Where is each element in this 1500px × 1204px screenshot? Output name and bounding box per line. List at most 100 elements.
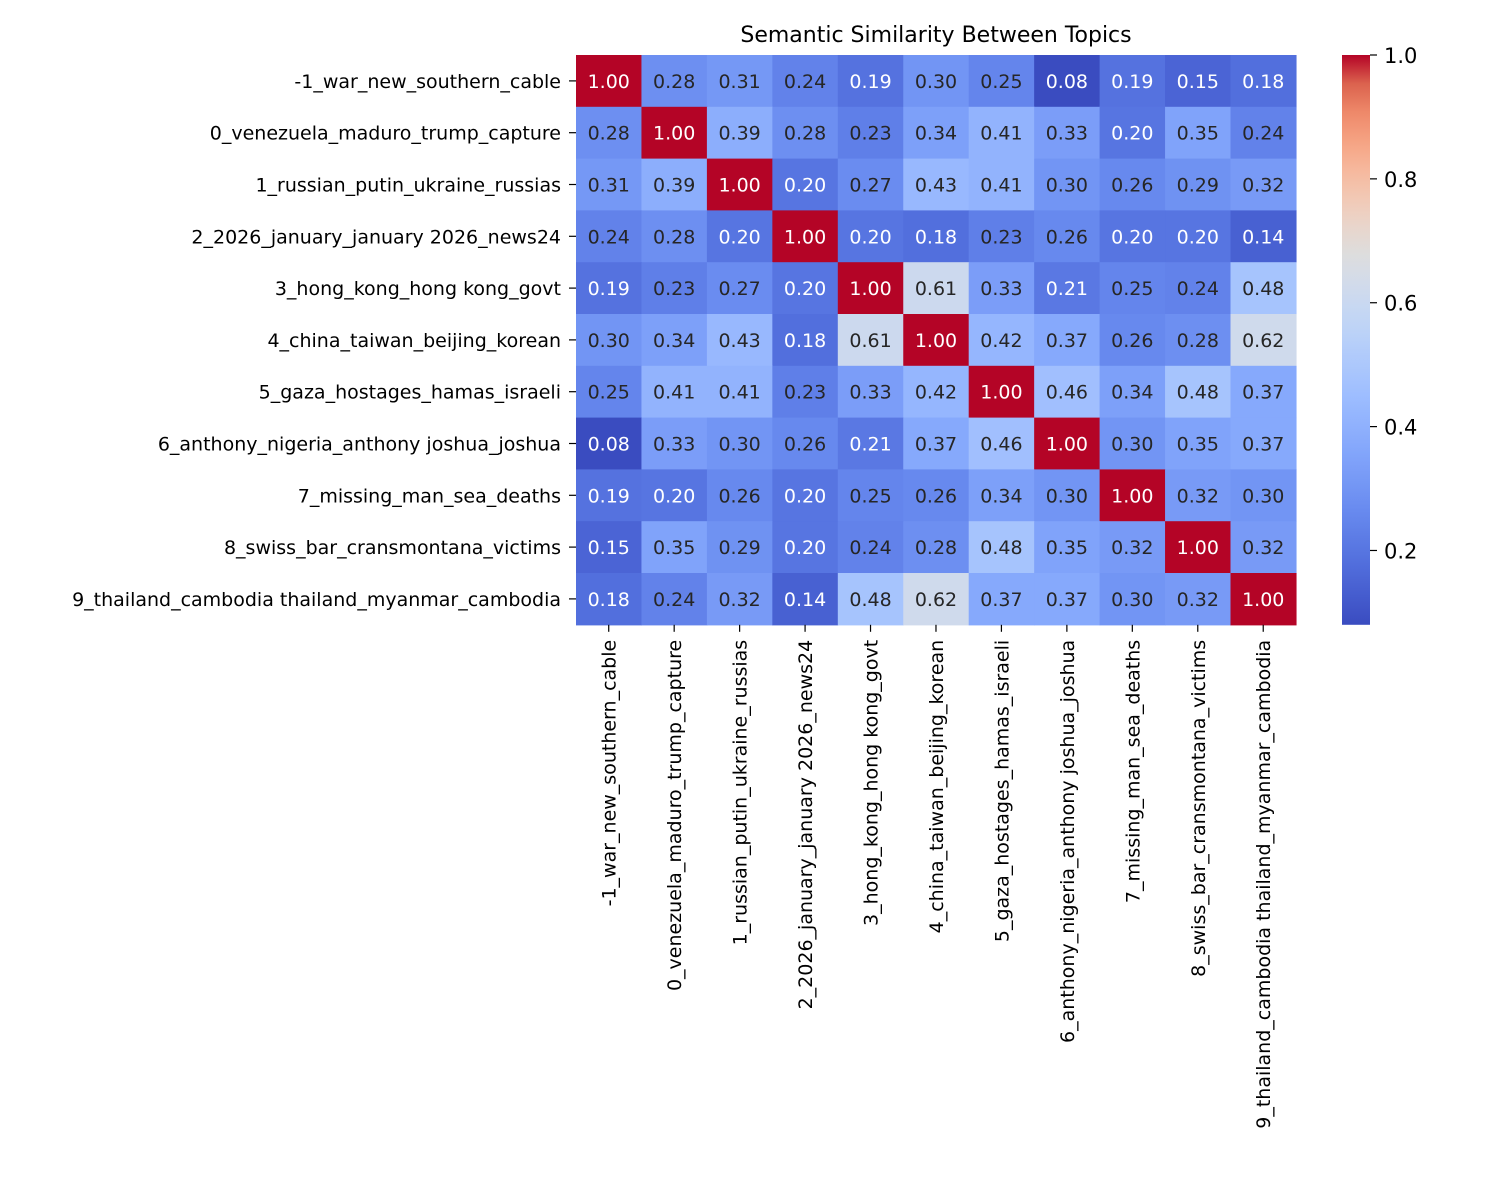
heatmap-cell-6-5: [903, 365, 970, 419]
cell-value-label-2-6: 0.41: [980, 175, 1022, 197]
heatmap-cell-3-2: [706, 210, 773, 263]
heatmap-cell-0-2: [706, 55, 773, 108]
heatmap-cell-6-8: [1099, 365, 1166, 419]
heatmap-cell-9-6: [968, 521, 1035, 574]
cell-value-label-3-7: 0.26: [1046, 226, 1088, 248]
cell-value-label-5-4: 0.61: [849, 330, 891, 352]
heatmap-cell-8-7: [1034, 469, 1101, 522]
x-tick-label-6: 5_gaza_hostages_hamas_israeli: [991, 640, 1013, 942]
colorbar-gradient: [1342, 55, 1370, 625]
cell-value-label-1-1: 1.00: [653, 123, 695, 145]
heatmap-cell-3-1: [641, 210, 708, 263]
heatmap-cell-10-6: [968, 573, 1035, 626]
cell-value-label-0-2: 0.31: [718, 71, 760, 93]
cell-value-label-6-9: 0.48: [1177, 382, 1219, 404]
cell-value-label-7-0: 0.08: [588, 434, 630, 456]
cell-value-label-5-8: 0.26: [1111, 330, 1153, 352]
heatmap-cell-9-4: [837, 521, 904, 574]
heatmap-cell-7-5: [903, 417, 970, 470]
heatmap-cell-0-0: [576, 55, 643, 108]
heatmap-cell-10-9: [1165, 573, 1232, 626]
heatmap-cell-5-1: [641, 314, 708, 367]
heatmap-cell-4-9: [1165, 262, 1232, 315]
cell-value-label-3-9: 0.20: [1177, 226, 1219, 248]
heatmap-cell-0-4: [837, 55, 904, 108]
y-axis-labels: -1_war_new_southern_cable 0_venezuela_mad…: [72, 71, 576, 611]
cell-value-label-4-9: 0.24: [1177, 278, 1219, 300]
cell-value-label-1-4: 0.23: [849, 123, 891, 145]
cell-value-label-9-10: 0.32: [1242, 537, 1284, 559]
cell-value-label-4-0: 0.19: [588, 278, 630, 300]
heatmap-cell-3-10: [1230, 210, 1297, 263]
cell-value-label-8-2: 0.26: [718, 485, 760, 507]
heatmap-cell-7-0: [576, 417, 643, 470]
heatmap-cell-6-3: [772, 365, 839, 419]
heatmap-cell-9-3: [772, 521, 839, 574]
cell-value-label-8-8: 1.00: [1111, 485, 1153, 507]
y-tick-label-5: 4_china_taiwan_beijing_korean: [267, 330, 561, 352]
heatmap-cell-9-0: [576, 521, 643, 574]
heatmap-cell-6-6: [968, 365, 1035, 419]
heatmap-cell-3-6: [968, 210, 1035, 263]
cell-value-label-2-9: 0.29: [1177, 175, 1219, 197]
heatmap-cell-3-0: [576, 210, 643, 263]
heatmap-cell-7-3: [772, 417, 839, 470]
cell-value-label-9-9: 1.00: [1177, 537, 1219, 559]
x-tick-label-1: 0_venezuela_maduro_trump_capture: [664, 640, 686, 991]
y-tick-label-7: 6_anthony_nigeria_anthony joshua_joshua: [158, 434, 561, 456]
cell-value-label-5-3: 0.18: [784, 330, 826, 352]
x-tick-label-0: -1_war_new_southern_cable: [599, 640, 621, 907]
cell-value-label-8-5: 0.26: [915, 485, 957, 507]
heatmap-cell-8-8: [1099, 469, 1166, 522]
heatmap-cell-1-0: [576, 106, 643, 160]
cell-value-label-7-3: 0.26: [784, 434, 826, 456]
cell-value-label-6-10: 0.37: [1242, 382, 1284, 404]
heatmap-cell-7-10: [1230, 417, 1297, 470]
cell-value-label-4-6: 0.33: [980, 278, 1022, 300]
heatmap-cell-7-1: [641, 417, 708, 470]
cell-value-label-1-8: 0.20: [1111, 123, 1153, 145]
heatmap-cell-10-4: [837, 573, 904, 626]
cell-value-label-5-5: 1.00: [915, 330, 957, 352]
cell-value-label-7-2: 0.30: [718, 434, 760, 456]
cell-value-label-9-0: 0.15: [588, 537, 630, 559]
cell-value-label-0-7: 0.08: [1046, 71, 1088, 93]
cell-value-label-3-0: 0.24: [588, 226, 630, 248]
cell-value-label-4-5: 0.61: [915, 278, 957, 300]
cell-value-label-1-5: 0.34: [915, 123, 957, 145]
heatmap-cell-0-7: [1034, 55, 1101, 108]
cell-value-label-7-10: 0.37: [1242, 434, 1284, 456]
cell-value-label-3-10: 0.14: [1242, 226, 1284, 248]
cell-value-label-6-0: 0.25: [588, 382, 630, 404]
cell-value-label-0-9: 0.15: [1177, 71, 1219, 93]
heatmap-cell-1-10: [1230, 106, 1297, 160]
cell-value-label-8-10: 0.30: [1242, 485, 1284, 507]
cell-value-label-3-4: 0.20: [849, 226, 891, 248]
heatmap-cell-10-3: [772, 573, 839, 626]
cell-value-label-2-10: 0.32: [1242, 175, 1284, 197]
heatmap-cell-2-6: [968, 158, 1035, 211]
heatmap-cell-2-1: [641, 158, 708, 211]
cell-value-label-7-1: 0.33: [653, 434, 695, 456]
heatmap-cell-9-7: [1034, 521, 1101, 574]
cell-value-label-0-1: 0.28: [653, 71, 695, 93]
cell-value-label-9-7: 0.35: [1046, 537, 1088, 559]
y-tick-label-0: -1_war_new_southern_cable: [294, 71, 561, 93]
heatmap-cell-8-1: [641, 469, 708, 522]
cell-value-label-7-6: 0.46: [980, 434, 1022, 456]
cell-value-label-0-3: 0.24: [784, 71, 826, 93]
cell-value-label-6-1: 0.41: [653, 382, 695, 404]
heatmap-cell-5-3: [772, 314, 839, 367]
cell-value-label-1-2: 0.39: [718, 123, 760, 145]
y-tick-label-9: 8_swiss_bar_cransmontana_victims: [224, 537, 561, 559]
cell-value-label-5-9: 0.28: [1177, 330, 1219, 352]
heatmap-cell-0-6: [968, 55, 1035, 108]
cell-value-label-4-4: 1.00: [849, 278, 891, 300]
cell-value-label-1-3: 0.28: [784, 123, 826, 145]
cell-value-label-7-4: 0.21: [849, 434, 891, 456]
cell-value-label-3-3: 1.00: [784, 226, 826, 248]
heatmap-cell-7-6: [968, 417, 1035, 470]
cell-value-label-6-8: 0.34: [1111, 382, 1153, 404]
cell-value-label-1-10: 0.24: [1242, 123, 1284, 145]
colorbar: 0.2 0.4 0.6 0.8 1.0: [1342, 44, 1417, 625]
